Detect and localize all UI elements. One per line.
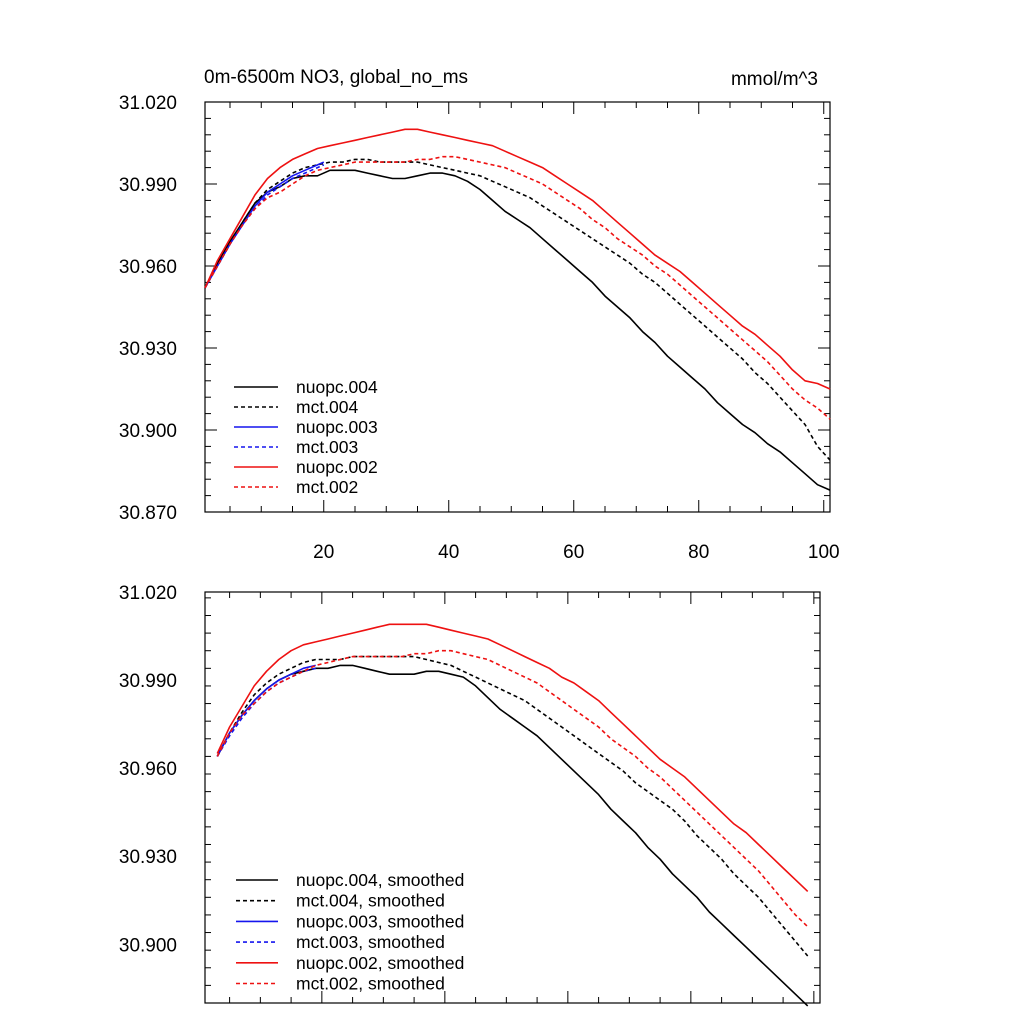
x-tick-label: 60 <box>563 542 584 563</box>
y-tick-label: 31.020 <box>119 583 177 604</box>
series-line <box>204 169 831 491</box>
legend-label: mct.003, smoothed <box>296 932 445 952</box>
legend: nuopc.004mct.004nuopc.003mct.003nuopc.00… <box>234 377 378 497</box>
legend-label: nuopc.003, smoothed <box>296 911 464 931</box>
series-line <box>204 128 831 390</box>
legend-label: mct.003 <box>296 437 358 457</box>
legend-label: mct.002 <box>296 477 358 497</box>
legend-label: mct.004 <box>296 397 359 417</box>
plot-title: 0m-6500m NO3, global_no_ms <box>204 67 468 88</box>
y-tick-label: 30.930 <box>119 339 177 360</box>
legend-label: mct.004, smoothed <box>296 891 445 911</box>
legend-label: nuopc.002 <box>296 457 378 477</box>
y-tick-label: 30.870 <box>119 503 177 524</box>
legend-label: nuopc.004, smoothed <box>296 870 464 890</box>
series-line <box>216 649 809 928</box>
x-tick-label: 40 <box>438 542 459 563</box>
y-tick-label: 30.960 <box>119 759 177 780</box>
y-tick-label: 30.900 <box>119 421 177 442</box>
top-chart: 30.870 30.900 30.930 30.960 30.990 31.020 20 40… <box>119 93 840 563</box>
x-tick-label: 100 <box>808 542 840 563</box>
series-line <box>216 664 316 757</box>
series-line <box>216 623 809 892</box>
y-tick-label: 30.960 <box>119 257 177 278</box>
y-tick-label: 30.990 <box>119 671 177 692</box>
legend-label: nuopc.003 <box>296 417 378 437</box>
y-tick-label: 30.990 <box>119 175 177 196</box>
y-tick-label: 31.020 <box>119 93 177 114</box>
legend-label: nuopc.004 <box>296 377 378 397</box>
legend-label: mct.002, smoothed <box>296 974 445 994</box>
legend-label: nuopc.002, smoothed <box>296 953 464 973</box>
series-line <box>216 655 809 957</box>
y-tick-label: 30.900 <box>119 935 177 956</box>
series-line <box>216 667 316 757</box>
bottom-chart: 30.900 30.930 30.960 30.990 31.020 nuopc.004,… <box>119 583 821 1007</box>
plot-frame <box>204 101 831 513</box>
x-tick-label: 20 <box>313 542 334 563</box>
plot-frame <box>204 591 821 1004</box>
plot-units: mmol/m^3 <box>731 69 818 90</box>
x-tick-label: 80 <box>688 542 709 563</box>
series-line <box>204 161 325 289</box>
series-line <box>204 158 831 461</box>
series-line <box>204 155 831 420</box>
y-tick-label: 30.930 <box>119 847 177 868</box>
